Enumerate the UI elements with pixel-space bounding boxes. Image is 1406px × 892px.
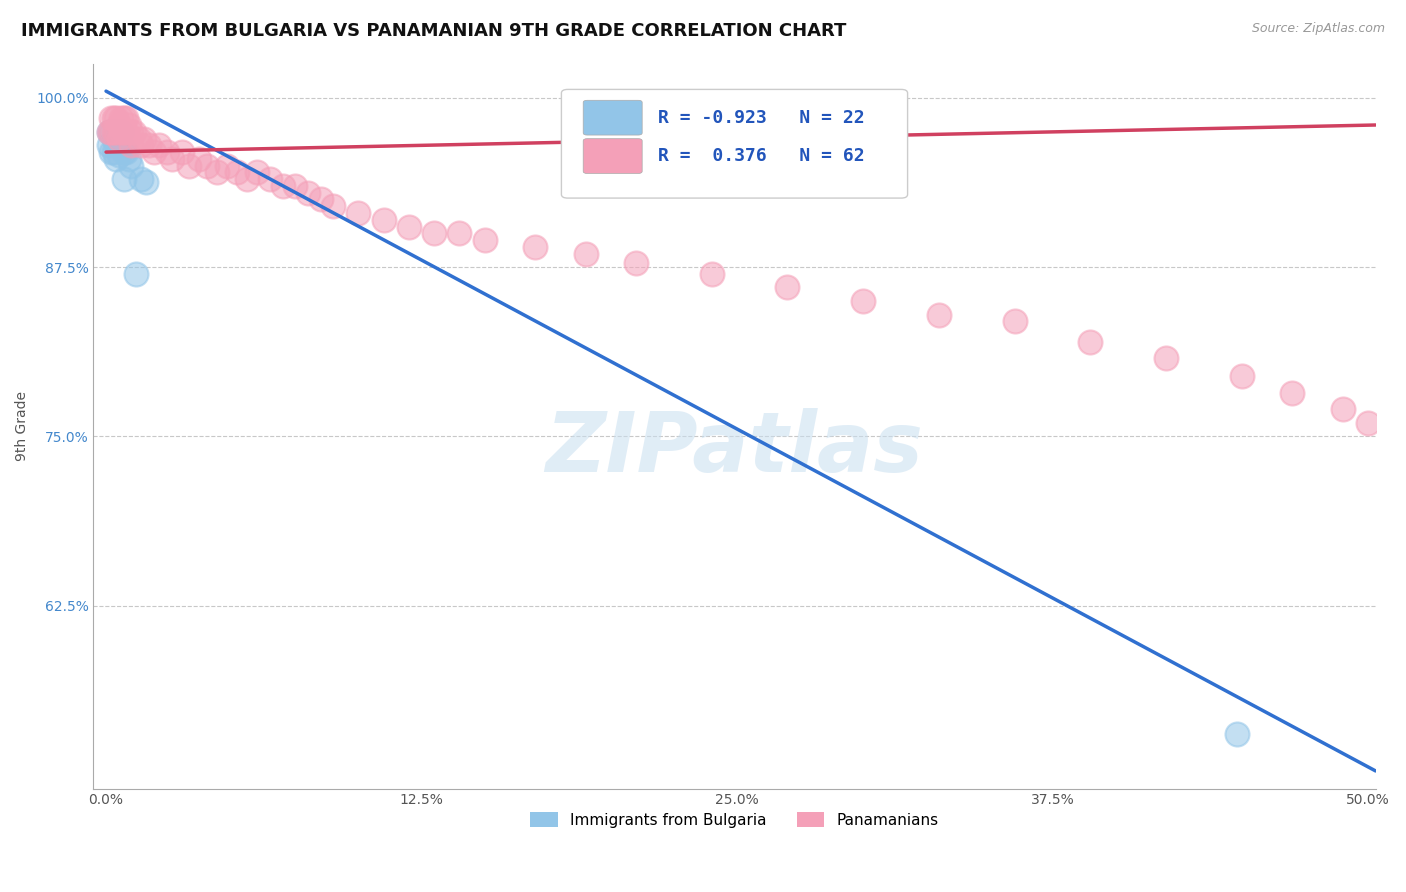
Point — [347, 206, 370, 220]
Point — [1004, 314, 1026, 328]
Point — [107, 131, 129, 145]
Point — [100, 145, 122, 159]
Point — [156, 145, 179, 159]
Point — [624, 256, 647, 270]
Point — [105, 125, 128, 139]
Point — [1281, 386, 1303, 401]
Point — [112, 112, 135, 126]
Point — [128, 131, 150, 145]
Point — [217, 159, 239, 173]
Point — [322, 199, 344, 213]
Point — [105, 152, 128, 166]
Point — [107, 131, 129, 145]
Point — [120, 159, 142, 173]
Point — [112, 172, 135, 186]
Point — [574, 246, 596, 260]
Point — [125, 267, 148, 281]
Point — [205, 165, 228, 179]
Point — [100, 125, 122, 139]
Point — [170, 145, 193, 159]
Point — [188, 152, 211, 166]
Point — [297, 186, 319, 200]
Point — [112, 145, 135, 159]
Point — [259, 172, 281, 186]
Text: IMMIGRANTS FROM BULGARIA VS PANAMANIAN 9TH GRADE CORRELATION CHART: IMMIGRANTS FROM BULGARIA VS PANAMANIAN 9… — [21, 22, 846, 40]
Point — [97, 125, 120, 139]
Point — [115, 145, 138, 159]
Point — [103, 112, 125, 126]
Point — [373, 212, 395, 227]
Point — [852, 293, 875, 308]
Point — [110, 125, 132, 139]
Point — [97, 125, 120, 139]
Point — [131, 172, 153, 186]
FancyBboxPatch shape — [583, 100, 643, 135]
Point — [423, 227, 446, 241]
Point — [132, 131, 155, 145]
Point — [474, 233, 496, 247]
Point — [226, 165, 249, 179]
Point — [107, 118, 129, 132]
Text: R =  0.376   N = 62: R = 0.376 N = 62 — [658, 147, 865, 165]
Point — [309, 193, 332, 207]
Point — [449, 227, 471, 241]
Point — [103, 145, 125, 159]
Point — [284, 178, 307, 193]
Y-axis label: 9th Grade: 9th Grade — [15, 392, 30, 461]
Point — [195, 159, 218, 173]
Point — [1154, 351, 1177, 365]
Point — [120, 138, 142, 153]
Point — [103, 125, 125, 139]
Point — [110, 112, 132, 126]
Point — [1357, 416, 1379, 430]
Point — [776, 280, 799, 294]
Text: R = -0.923   N = 22: R = -0.923 N = 22 — [658, 109, 865, 127]
Point — [97, 138, 120, 153]
Point — [105, 138, 128, 153]
Point — [143, 145, 166, 159]
Point — [105, 112, 128, 126]
Text: ZIPatlas: ZIPatlas — [546, 408, 924, 489]
Point — [271, 178, 294, 193]
Point — [179, 159, 201, 173]
Point — [110, 125, 132, 139]
Point — [118, 118, 141, 132]
Point — [120, 125, 142, 139]
Point — [236, 172, 259, 186]
Point — [160, 152, 183, 166]
Point — [138, 138, 160, 153]
Point — [700, 267, 723, 281]
Point — [100, 112, 122, 126]
Point — [131, 138, 153, 153]
Point — [928, 308, 950, 322]
Text: Source: ZipAtlas.com: Source: ZipAtlas.com — [1251, 22, 1385, 36]
Point — [1230, 368, 1253, 383]
Legend: Immigrants from Bulgaria, Panamanians: Immigrants from Bulgaria, Panamanians — [523, 804, 946, 835]
Point — [135, 175, 157, 189]
Point — [246, 165, 269, 179]
Point — [105, 125, 128, 139]
Point — [524, 240, 547, 254]
Point — [115, 112, 138, 126]
Point — [122, 125, 145, 139]
FancyBboxPatch shape — [561, 89, 908, 198]
Point — [100, 125, 122, 139]
Point — [118, 152, 141, 166]
Point — [115, 125, 138, 139]
Point — [398, 219, 420, 234]
Point — [1226, 727, 1249, 741]
Point — [107, 148, 129, 162]
FancyBboxPatch shape — [583, 138, 643, 173]
Point — [1331, 402, 1354, 417]
Point — [1080, 334, 1102, 349]
Point — [110, 138, 132, 153]
Point — [112, 125, 135, 139]
Point — [103, 131, 125, 145]
Point — [148, 138, 170, 153]
